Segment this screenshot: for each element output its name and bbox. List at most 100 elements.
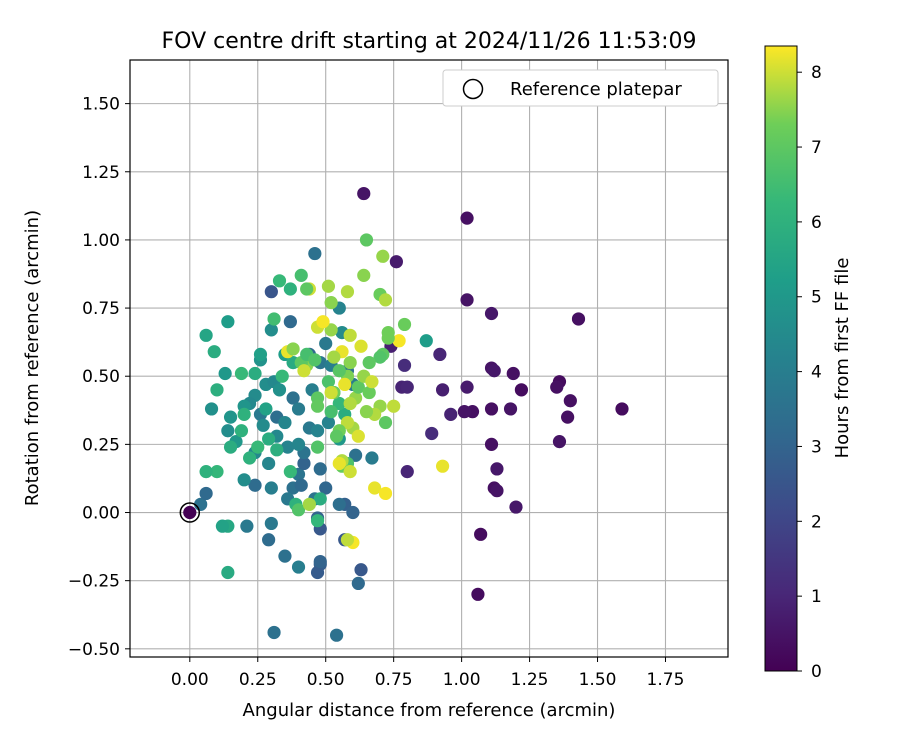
data-point [237,407,251,421]
data-point [329,628,344,642]
data-point [234,366,249,381]
y-axis-ticks: −0.50 −0.25 0.00 0.25 0.50 0.75 1.00 1.25 1.50 [68,95,130,660]
data-point [357,186,371,201]
data-point [324,296,338,310]
data-point [281,440,295,454]
data-point [218,366,232,381]
y-tick-label: −0.25 [68,572,120,592]
data-point [221,315,235,329]
data-point [332,364,346,378]
plot-frame [129,59,729,658]
data-point [207,345,221,359]
data-point [313,462,327,476]
data-point [343,465,357,479]
data-point [251,440,265,454]
data-point [310,565,325,580]
y-tick-label: −0.50 [68,640,120,660]
legend-entry-reference: Reference platepar [510,79,682,100]
data-point [223,410,238,424]
data-point [291,437,306,451]
data-point [571,312,586,326]
data-point [343,396,357,411]
y-tick-label: 0.25 [82,435,120,455]
data-point [283,465,297,479]
data-point [484,437,499,451]
y-tick-label: 0.50 [82,367,120,387]
data-point [259,402,273,416]
data-point [321,415,336,430]
data-point [275,369,289,383]
colorbar [764,45,798,672]
data-point [324,323,338,337]
data-point [354,339,368,353]
y-tick-label: 0.00 [82,504,120,524]
data-point [324,385,338,400]
colorbar-tick-label: 5 [811,288,822,308]
data-point [313,554,327,569]
x-tick-label: 0.50 [307,670,345,690]
y-tick-label: 1.00 [82,231,120,251]
colorbar-tick-label: 6 [811,213,822,233]
data-point [343,328,357,342]
data-point [387,399,401,413]
data-point [340,533,355,547]
data-point [329,429,344,443]
data-point [550,380,564,394]
data-point [300,282,314,296]
data-point [563,394,577,408]
data-point [291,402,306,416]
data-point [297,456,311,471]
data-point [351,380,365,394]
data-point [215,519,230,533]
data-point [310,399,325,413]
data-point [425,426,439,441]
data-point [340,415,355,430]
x-tick-label: 0.75 [375,670,413,690]
data-point [397,358,412,372]
data-point [365,451,379,465]
data-point [397,317,412,332]
data-point [297,364,311,378]
y-tick-label: 0.75 [82,299,120,319]
data-point [351,429,365,443]
data-point [199,486,213,501]
x-tick-label: 0.25 [239,670,277,690]
colorbar-tick-label: 2 [811,512,822,532]
data-point [262,432,276,446]
data-point [248,478,262,492]
colorbar-label: Hours from first FF file [832,258,853,459]
colorbar-tick-label: 1 [811,587,822,607]
data-point [310,514,325,528]
data-point [471,587,485,601]
legend-box [442,69,719,107]
data-point [338,377,352,391]
data-point [365,375,379,389]
data-point [267,312,281,326]
data-point [381,331,395,345]
data-point [283,315,297,329]
data-point [332,396,346,411]
data-point [291,503,306,517]
data-point [294,478,308,492]
data-point [321,279,336,293]
data-point [460,211,474,225]
x-tick-label: 1.75 [647,670,685,690]
data-point [210,383,224,397]
data-point [278,549,292,563]
data-point [378,293,393,307]
colorbar-tick-label: 0 [811,662,822,682]
legend: Reference platepar [442,69,719,107]
x-axis-ticks: 0.00 0.25 0.50 0.75 1.00 1.25 1.50 1.75 [171,657,685,690]
data-point [343,355,357,370]
data-point [210,465,224,479]
data-point [272,274,287,288]
data-point [308,246,322,261]
data-point [316,315,330,329]
x-tick-label: 1.50 [579,670,617,690]
data-point [435,459,450,473]
data-point [291,560,306,574]
data-point [272,383,287,397]
colorbar-tick-label: 8 [811,63,822,83]
data-point [262,456,276,471]
